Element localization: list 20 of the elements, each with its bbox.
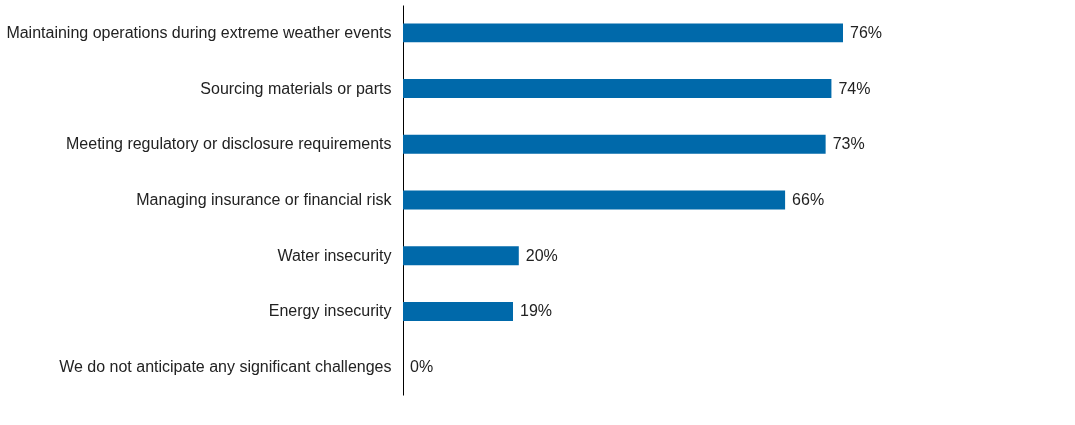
data-label: 19% [520, 302, 553, 320]
data-label: 66% [792, 191, 825, 208]
data-label: 76% [850, 23, 883, 41]
y-tick-label: Water insecurity [277, 246, 392, 264]
y-tick-label: Maintaining operations during extreme weather events [6, 23, 392, 41]
bar [403, 301, 513, 321]
y-tick-label: Managing insurance or financial risk [136, 191, 393, 208]
y-tick-label: Meeting regulatory or disclosure requirements [66, 135, 392, 153]
y-tick-label: We do not anticipate any significant challenges [59, 358, 392, 376]
data-label: 74% [838, 79, 871, 97]
data-label: 20% [525, 246, 558, 264]
data-label: 0% [410, 358, 434, 376]
bar [403, 23, 843, 43]
bar [403, 190, 786, 210]
bar [403, 79, 832, 99]
y-tick-label: Energy insecurity [268, 302, 392, 320]
bar [403, 134, 826, 154]
y-tick-label: Sourcing materials or parts [200, 79, 392, 97]
bar [403, 246, 519, 266]
data-label: 73% [832, 135, 865, 153]
